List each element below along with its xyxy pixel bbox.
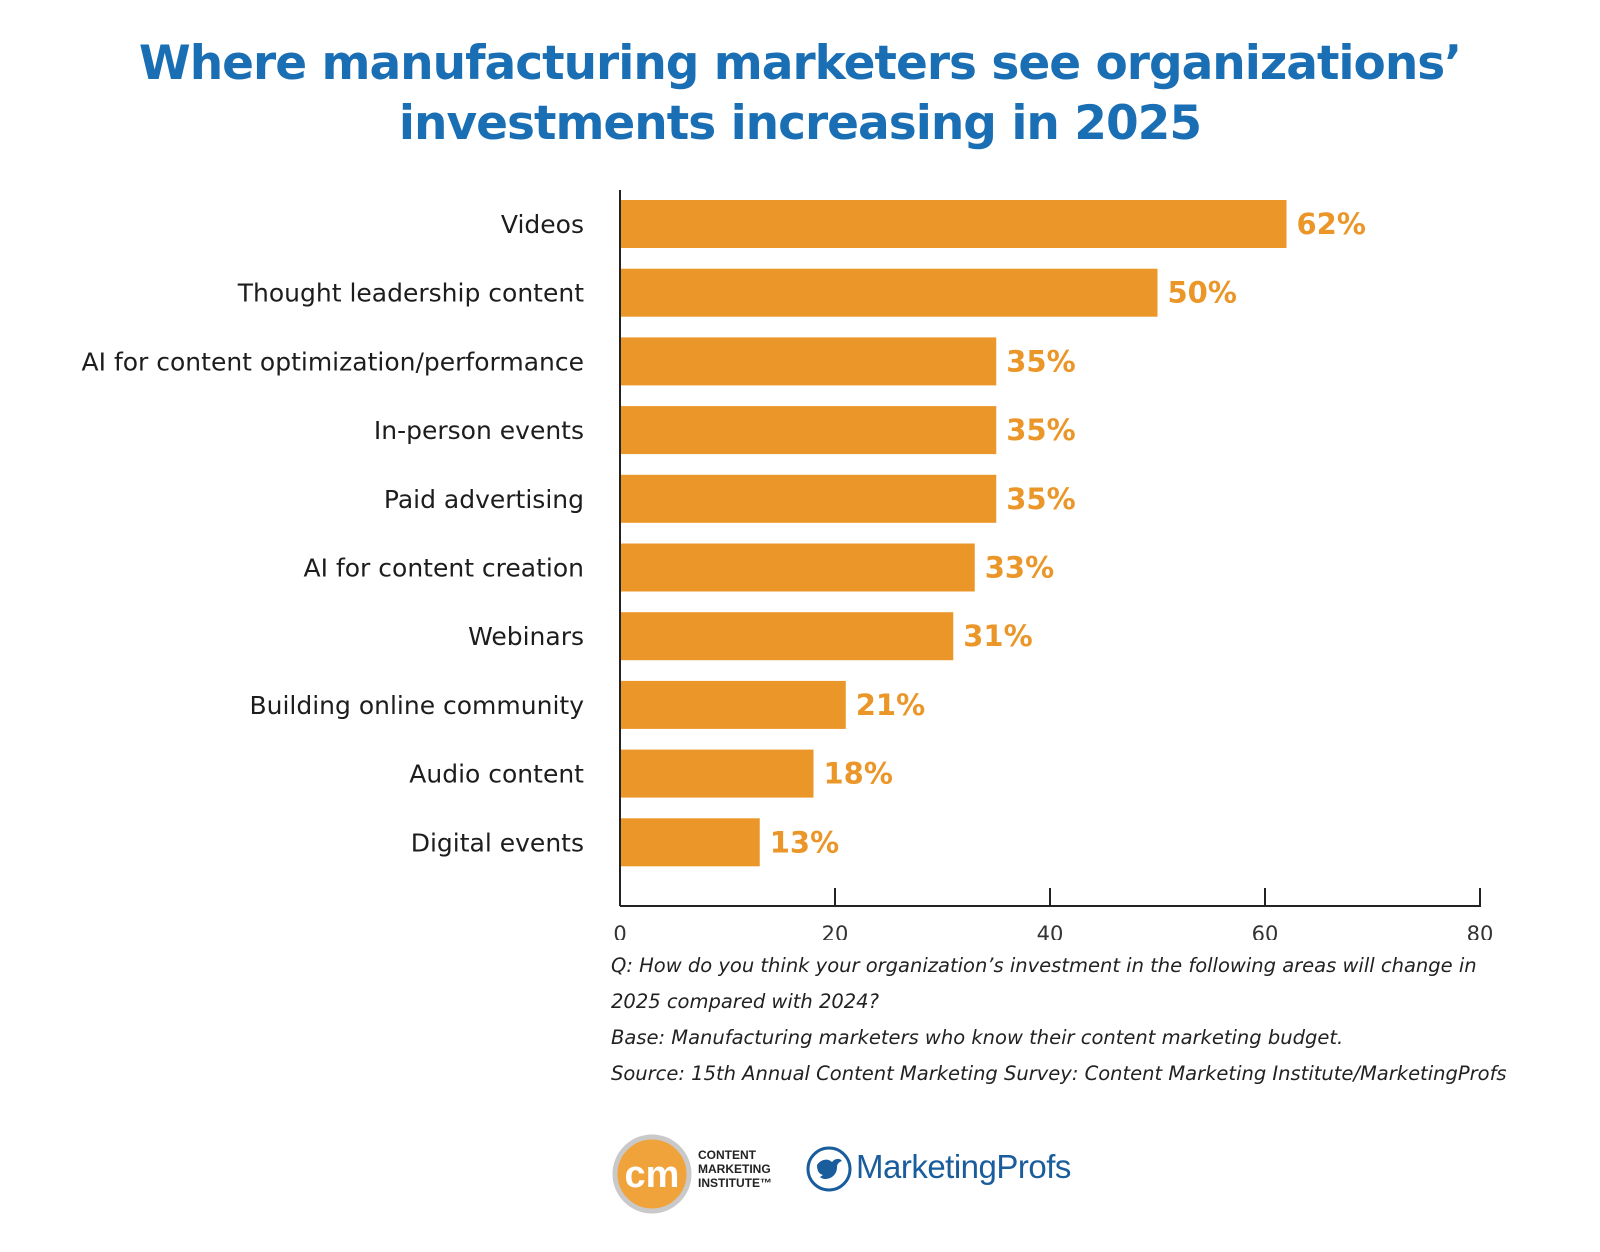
category-label: AI for content creation [304,554,584,583]
marketingprofs-logo-icon [806,1146,852,1192]
bar [620,474,997,523]
bar [620,543,975,592]
category-label: AI for content optimization/performance [82,347,584,376]
category-label: Thought leadership content [237,279,584,308]
cmi-logo-line-3: INSTITUTE™ [698,1176,772,1190]
value-label: 50% [1168,276,1237,310]
cmi-logo-line-1: CONTENT [698,1148,756,1162]
value-label: 35% [1006,482,1075,516]
x-tick-label: 40 [1037,922,1064,940]
base-note: Base: Manufacturing marketers who know t… [611,1026,1344,1049]
bar-chart: Videos 62% Thought leadership content 50% AI… [82,190,1493,940]
bar [620,200,1287,248]
bar [620,337,997,386]
cmi-logo-icon: cm [612,1134,692,1214]
cmi-logo-line-2: MARKETING [698,1162,771,1176]
bar [620,406,997,455]
chart-title: Where manufacturing marketers see organi… [0,34,1600,154]
bar [620,818,760,867]
question-line-1: Q: How do you think your organization’s … [611,954,1477,977]
x-tick-label: 80 [1467,922,1494,940]
bar [620,268,1158,317]
value-label: 33% [985,551,1054,585]
source-note: Source: 15th Annual Content Marketing Su… [611,1062,1507,1085]
value-label: 35% [1006,413,1075,447]
bars-layer: Videos 62% Thought leadership content 50% AI… [82,200,1366,867]
marketingprofs-logo-text: MarketingProfs [856,1148,1071,1185]
value-label: 62% [1297,207,1366,241]
question-line-2: 2025 compared with 2024? [611,990,879,1013]
bar [620,612,954,661]
value-label: 18% [824,757,893,791]
category-label: Digital events [411,828,584,857]
x-tick-label: 0 [613,922,626,940]
value-label: 13% [770,825,839,859]
x-tick-label: 60 [1252,922,1279,940]
chart-notes: Q: How do you think your organization’s … [611,948,1571,1092]
chart-title-line-1: Where manufacturing marketers see organi… [138,36,1462,91]
axis-layer: 0 20 40 60 80 [613,190,1493,940]
category-label: Paid advertising [384,485,584,514]
category-label: Audio content [409,760,584,789]
value-label: 31% [963,619,1032,653]
value-label: 35% [1006,344,1075,378]
category-label: In-person events [374,416,584,445]
chart-title-line-2: investments increasing in 2025 [398,96,1202,151]
bar [620,749,814,798]
category-label: Videos [501,210,584,239]
category-label: Webinars [468,622,584,651]
bar [620,680,846,729]
cmi-logo-mark: cm [625,1154,680,1196]
value-label: 21% [856,688,925,722]
category-label: Building online community [249,691,584,720]
x-tick-label: 20 [822,922,849,940]
